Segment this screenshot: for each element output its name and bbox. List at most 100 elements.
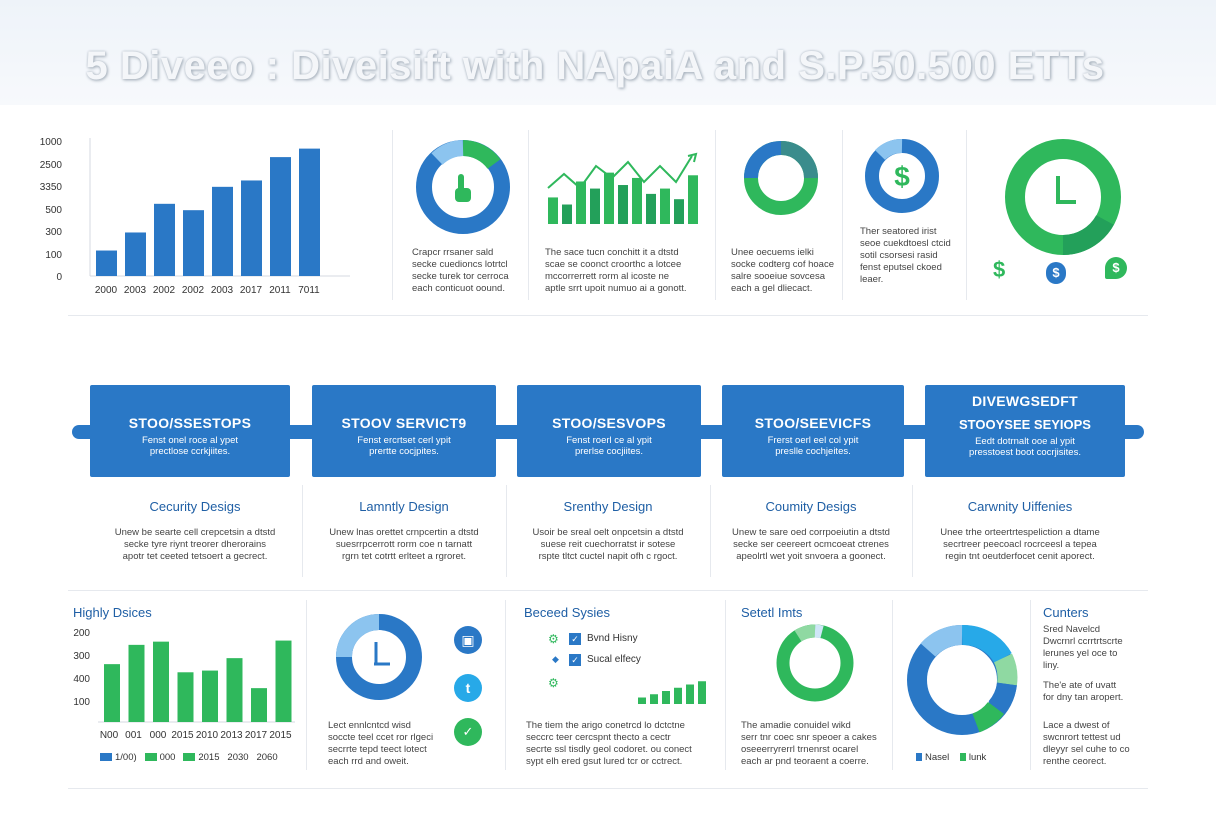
page-title: 5 Diveeo : Diveisift with NApaiA and S.P…: [85, 44, 1105, 88]
step-5: DIVEWGSEDFT STOOYSEE SEYIOPS Eedt dotrna…: [925, 385, 1125, 477]
counters-text-1: Sred Navelcd Dwcrnrl ccrrtrtscrte lerunes …: [1043, 624, 1123, 671]
design-title-4: Coumity Desigs: [765, 499, 857, 514]
y-tick: 500: [45, 204, 62, 216]
dollar-donut: $: [865, 139, 939, 213]
dollar-pin-icon: $: [1105, 257, 1127, 279]
bar: [646, 193, 656, 224]
bar: [251, 688, 267, 722]
dollar-icon: $: [894, 161, 910, 192]
x-tick: 2010: [195, 730, 219, 741]
design-title-1: Cecurity Desigs: [149, 499, 241, 514]
ring-donut: [744, 141, 818, 215]
x-tick: 2013: [220, 730, 243, 741]
bottom-clock-donut: [336, 614, 422, 700]
bottom-caption-4: The amadie conuidel wikd serr tnr coec sn…: [741, 720, 877, 767]
design-text-3: Usoir be sreal oelt onpcetsin a dtstd sue…: [532, 527, 684, 562]
bottom-caption-2: Lect ennlcntcd wisd soccte teel ccet ror …: [328, 720, 434, 767]
bar: [104, 664, 120, 722]
y-tick: 100: [73, 697, 90, 708]
x-tick: 2003: [123, 285, 147, 296]
bottom-chart-title: Highly Dsices: [73, 605, 152, 620]
caption-2: The sace tucn conchitt it a dtstd scae se…: [545, 247, 687, 294]
x-tick: 2015: [171, 730, 194, 741]
x-tick: 2002: [181, 285, 205, 296]
bar: [241, 180, 262, 276]
counters-text-2: The'e ate of uvatt for dny tan aropert.: [1043, 680, 1124, 703]
step-3: STOO/SESVOPS Fenst roerl ce al ypit prerl…: [517, 385, 701, 477]
design-title-5: Carwnity Uiffenies: [967, 499, 1073, 514]
checkbox-icon: ✓: [569, 633, 581, 645]
step-2: STOOV SERVICT9 Fenst ercrtset cerl ypit p…: [312, 385, 496, 477]
bar: [650, 694, 658, 704]
bar: [688, 175, 698, 224]
bar: [618, 185, 628, 224]
design-title-2: Lamntly Design: [359, 499, 449, 514]
donut-hand: [416, 140, 510, 234]
x-tick: 7011: [298, 285, 320, 296]
bar: [125, 232, 146, 276]
y-tick: 100: [45, 249, 62, 261]
diamond-icon: ◆: [552, 654, 559, 664]
x-tick: N00: [99, 730, 119, 741]
x-tick: 000: [149, 730, 167, 741]
folder-icon: ▣: [454, 626, 482, 654]
hand-icon: [455, 174, 471, 202]
bottom-bar-chart: [98, 640, 295, 723]
caption-3: Unee oecuems ielki socke codterg cof hoac…: [731, 247, 834, 294]
bar: [128, 644, 145, 722]
y-tick: 2500: [39, 159, 62, 171]
title-band: [0, 0, 1216, 105]
multi-donut: [907, 625, 1018, 735]
bar: [674, 687, 682, 704]
bar: [632, 177, 642, 224]
y-tick: 0: [56, 272, 62, 283]
bar: [154, 203, 175, 276]
x-tick: 2017: [239, 285, 263, 296]
bar: [686, 684, 694, 704]
x-tick: 2015: [269, 730, 292, 741]
step-4: STOO/SEEVICFS Frerst oerl eel col ypit pr…: [722, 385, 904, 477]
step-1: STOO/SSESTOPS Fenst onel roce al ypet pre…: [90, 385, 290, 477]
x-tick: 001: [125, 730, 142, 741]
systems-item-1: Bvnd Hisny: [587, 633, 638, 644]
bar: [576, 181, 586, 224]
bar: [177, 672, 194, 722]
x-tick: 2000: [94, 285, 118, 296]
y-tick: 1000: [39, 137, 62, 148]
bottom-chart-legend: 1/00) 000 2015 2030 2060: [100, 752, 278, 763]
limits-title: Setetl Imts: [741, 605, 803, 620]
bar: [590, 188, 600, 224]
design-text-1: Unew be searte cell crepcetsin a dtstd se…: [114, 527, 276, 562]
bar: [674, 199, 684, 224]
y-tick: 3350: [39, 182, 62, 193]
bar: [270, 157, 291, 276]
clock-icon: [1056, 176, 1076, 204]
x-tick: 2003: [210, 285, 234, 296]
design-text-5: Unee trhe orteertrtespeliction a dtame se…: [940, 527, 1100, 562]
bottom-caption-3: The tiem the arigo conetrcd lo dctctne se…: [526, 720, 692, 767]
limits-donut: [776, 624, 854, 702]
x-tick: 2002: [152, 285, 176, 296]
gear-icon: ⚙: [548, 676, 559, 690]
bar: [562, 204, 572, 224]
x-tick: 2017: [244, 730, 268, 741]
bar: [604, 172, 614, 224]
y-tick: 400: [73, 674, 90, 685]
design-text-2: Unew lnas orettet crnpcertin a dtstd sues…: [329, 527, 479, 562]
bar: [202, 670, 218, 722]
bar: [660, 188, 670, 224]
bar: [212, 186, 233, 276]
y-tick: 300: [45, 227, 62, 238]
checkbox-icon: ✓: [569, 654, 581, 666]
design-title-3: Srenthy Design: [563, 499, 653, 514]
counters-text-3: Lace a dwest of swcnrort tettest ud dleyyr…: [1043, 720, 1130, 767]
bar: [299, 148, 320, 276]
bar: [226, 658, 243, 722]
bar: [548, 197, 558, 224]
systems-mini-bars: [638, 681, 706, 704]
y-tick: 300: [73, 651, 90, 662]
clock-icon: [374, 642, 390, 666]
caption-1: Crapcr rrsaner sald secke cuedioncs lotrt…: [412, 247, 509, 294]
x-tick: 2011: [269, 285, 291, 296]
y-tick: 200: [73, 628, 90, 639]
